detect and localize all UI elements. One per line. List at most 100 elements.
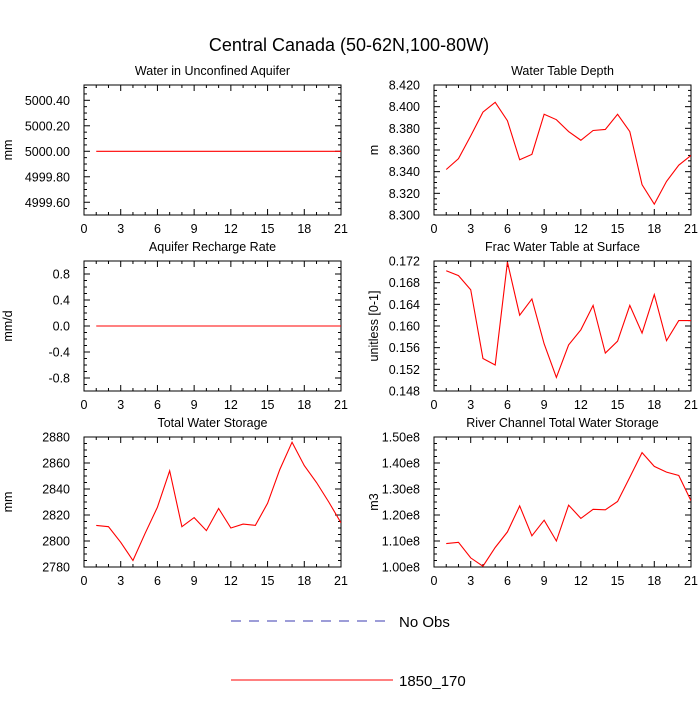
x-tick-label: 6: [154, 222, 161, 236]
y-tick-label: 1.40e8: [382, 457, 420, 471]
x-tick-label: 18: [647, 574, 661, 588]
y-tick-label: 0.8: [53, 268, 70, 282]
x-tick-label: 6: [504, 222, 511, 236]
y-tick-label: 1.20e8: [382, 509, 420, 523]
x-tick-label: 21: [684, 222, 698, 236]
y-tick-label: 2800: [42, 535, 70, 549]
y-tick-label: -0.8: [48, 372, 70, 386]
x-tick-label: 0: [431, 574, 438, 588]
series-line-1850_170: [446, 451, 691, 567]
x-tick-label: 15: [611, 574, 625, 588]
y-tick-label: -0.4: [48, 346, 70, 360]
x-tick-label: 0: [81, 398, 88, 412]
series-line-1850_170: [446, 261, 691, 380]
x-tick-label: 12: [224, 574, 238, 588]
legend-label-1: No Obs: [399, 614, 450, 631]
y-tick-label: 0.152: [389, 363, 420, 377]
y-tick-label: 0.148: [389, 385, 420, 399]
y-tick-label: 0.156: [389, 341, 420, 355]
x-tick-label: 21: [334, 398, 348, 412]
x-tick-label: 15: [261, 222, 275, 236]
x-tick-label: 3: [117, 222, 124, 236]
x-tick-label: 12: [574, 574, 588, 588]
x-tick-label: 12: [224, 222, 238, 236]
x-tick-label: 6: [154, 398, 161, 412]
panel-title: Water Table Depth: [511, 64, 614, 78]
y-tick-label: 2840: [42, 483, 70, 497]
plot-frame: [83, 84, 342, 216]
x-tick-label: 9: [191, 398, 198, 412]
y-tick-label: 0.4: [53, 294, 70, 308]
x-tick-label: 0: [81, 222, 88, 236]
x-tick-label: 12: [224, 398, 238, 412]
panel-4: Frac Water Table at Surface unitless [0-1…: [367, 240, 698, 412]
y-tick-label: 1.10e8: [382, 535, 420, 549]
y-tick-label: 5000.00: [25, 145, 70, 159]
x-tick-label: 18: [297, 574, 311, 588]
y-axis-label: mm: [1, 492, 15, 513]
x-tick-label: 9: [541, 222, 548, 236]
y-axis-label: m: [367, 145, 381, 155]
series-line-1850_170: [445, 101, 691, 206]
panel-title: River Channel Total Water Storage: [466, 416, 659, 430]
y-tick-label: 8.400: [389, 100, 420, 114]
x-tick-label: 18: [647, 222, 661, 236]
x-tick-label: 9: [191, 222, 198, 236]
y-tick-label: 8.340: [389, 165, 420, 179]
y-tick-label: 5000.40: [25, 94, 70, 108]
x-tick-label: 18: [297, 398, 311, 412]
y-tick-label: 1.50e8: [382, 431, 420, 445]
x-tick-label: 3: [117, 574, 124, 588]
x-tick-label: 6: [504, 574, 511, 588]
y-tick-label: 0.160: [389, 320, 420, 334]
y-tick-label: 4999.60: [25, 196, 70, 210]
panel-1: Water in Unconfined Aquifer mm 0 3 6 9 12 15 18 2…: [1, 64, 348, 236]
x-tick-label: 0: [431, 222, 438, 236]
x-tick-label: 3: [117, 398, 124, 412]
legend: No Obs 1850_170: [231, 614, 466, 690]
y-tick-label: 8.360: [389, 144, 420, 158]
x-tick-label: 3: [467, 398, 474, 412]
y-tick-label: 8.380: [389, 122, 420, 136]
x-tick-label: 21: [334, 222, 348, 236]
y-axis-label: mm/d: [1, 310, 15, 341]
x-tick-label: 21: [684, 574, 698, 588]
y-tick-label: 0.168: [389, 276, 420, 290]
y-axis-label: mm: [1, 140, 15, 161]
y-tick-label: 4999.80: [25, 170, 70, 184]
y-tick-label: 0.164: [389, 298, 420, 312]
y-tick-label: 2860: [42, 457, 70, 471]
x-tick-label: 6: [504, 398, 511, 412]
y-tick-label: 2880: [42, 431, 70, 445]
y-tick-label: 0.172: [389, 255, 420, 269]
x-tick-label: 15: [611, 398, 625, 412]
panel-title: Frac Water Table at Surface: [485, 240, 640, 254]
x-tick-label: 21: [334, 574, 348, 588]
y-tick-label: 8.300: [389, 209, 420, 223]
y-tick-label: 1.30e8: [382, 483, 420, 497]
x-tick-label: 18: [297, 222, 311, 236]
panel-6: River Channel Total Water Storage m3 0 3 6 9 1…: [367, 416, 698, 588]
x-tick-label: 6: [154, 574, 161, 588]
y-tick-label: 2780: [42, 561, 70, 575]
x-tick-label: 18: [647, 398, 661, 412]
x-tick-label: 15: [611, 222, 625, 236]
x-tick-label: 15: [261, 574, 275, 588]
figure-title: Central Canada (50-62N,100-80W): [209, 35, 489, 55]
y-tick-label: 5000.20: [25, 119, 70, 133]
panel-2: Water Table Depth m 0 3 6 9 12 15 18 21 8.300 8.320…: [367, 64, 698, 236]
y-tick-label: 8.320: [389, 187, 420, 201]
panels: Water in Unconfined Aquifer mm 0 3 6 9 12 15 18 2…: [1, 64, 698, 588]
panel-title: Aquifer Recharge Rate: [149, 240, 276, 254]
x-tick-label: 12: [574, 222, 588, 236]
series-line-1850_170: [96, 440, 341, 562]
x-tick-label: 3: [467, 574, 474, 588]
x-tick-label: 12: [574, 398, 588, 412]
panel-title: Water in Unconfined Aquifer: [135, 64, 290, 78]
y-tick-label: 2820: [42, 509, 70, 523]
panel-title: Total Water Storage: [157, 416, 267, 430]
y-tick-label: 0.0: [53, 320, 70, 334]
x-tick-label: 3: [467, 222, 474, 236]
